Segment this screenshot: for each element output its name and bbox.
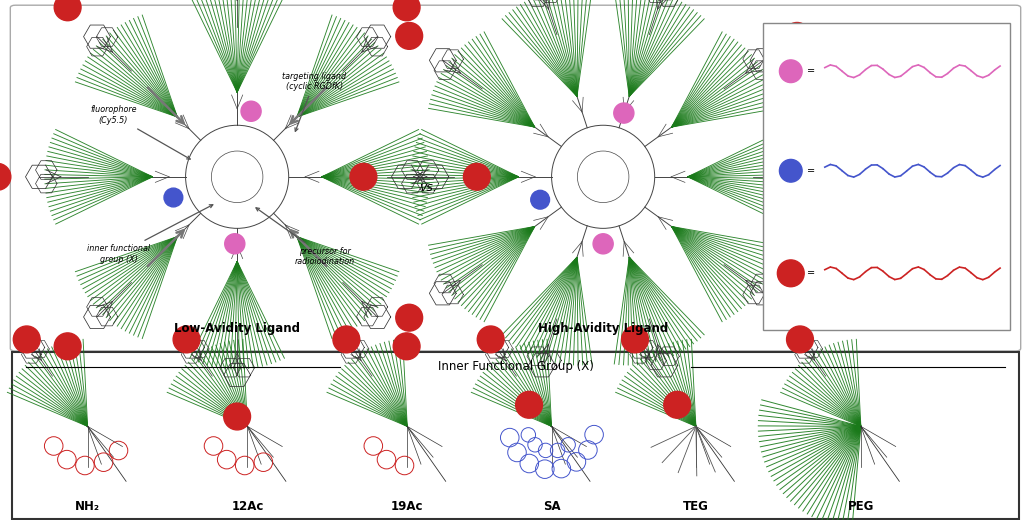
Text: SA: SA [542, 500, 561, 514]
Ellipse shape [350, 163, 377, 190]
Ellipse shape [0, 163, 11, 190]
Ellipse shape [777, 260, 804, 287]
FancyBboxPatch shape [763, 23, 1010, 330]
Ellipse shape [622, 326, 648, 353]
Ellipse shape [241, 101, 261, 121]
Text: inner functional
group (X): inner functional group (X) [87, 205, 212, 264]
Ellipse shape [477, 326, 504, 353]
FancyBboxPatch shape [12, 352, 1019, 519]
Ellipse shape [593, 234, 613, 254]
Text: =: = [807, 268, 819, 278]
Text: =: = [807, 166, 819, 176]
Ellipse shape [784, 22, 810, 49]
Ellipse shape [613, 103, 634, 123]
Text: High-Avidity Ligand: High-Avidity Ligand [538, 322, 668, 335]
Ellipse shape [664, 392, 691, 418]
Ellipse shape [393, 333, 420, 360]
Text: =: = [807, 66, 819, 76]
FancyBboxPatch shape [10, 5, 1021, 351]
Ellipse shape [779, 160, 802, 182]
Ellipse shape [55, 333, 81, 360]
Text: 12Ac: 12Ac [231, 500, 264, 514]
Text: PEG: PEG [847, 500, 874, 514]
Text: precursor for
radioiodination: precursor for radioiodination [256, 208, 355, 266]
Ellipse shape [531, 190, 550, 209]
Text: vs.: vs. [419, 180, 437, 193]
Text: fluorophore
(Cy5.5): fluorophore (Cy5.5) [90, 106, 190, 159]
Ellipse shape [779, 60, 802, 83]
Ellipse shape [333, 326, 360, 353]
Text: NH₂: NH₂ [75, 500, 100, 514]
Ellipse shape [829, 163, 856, 190]
Ellipse shape [164, 188, 182, 207]
Ellipse shape [516, 392, 542, 418]
Ellipse shape [396, 304, 423, 331]
Ellipse shape [224, 403, 251, 430]
Ellipse shape [396, 22, 423, 49]
Ellipse shape [13, 326, 40, 353]
Ellipse shape [784, 304, 810, 331]
Text: Inner Functional Group (X): Inner Functional Group (X) [437, 360, 594, 373]
Text: TEG: TEG [683, 500, 709, 514]
Text: targeting ligand
(cyclic RGDfK): targeting ligand (cyclic RGDfK) [282, 72, 346, 131]
Ellipse shape [393, 0, 420, 21]
Text: 19Ac: 19Ac [391, 500, 424, 514]
Ellipse shape [464, 163, 491, 190]
Ellipse shape [55, 0, 81, 21]
Text: Low-Avidity Ligand: Low-Avidity Ligand [174, 322, 300, 335]
Ellipse shape [787, 326, 813, 353]
Ellipse shape [225, 233, 244, 254]
Ellipse shape [173, 326, 200, 353]
